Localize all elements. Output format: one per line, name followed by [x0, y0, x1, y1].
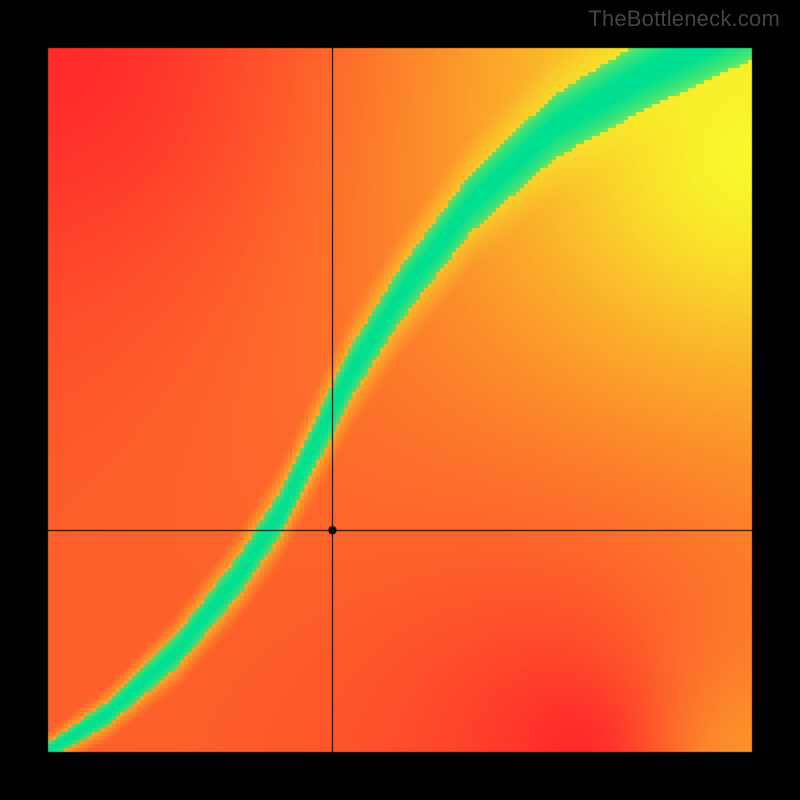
heatmap-plot [0, 0, 800, 800]
watermark-text: TheBottleneck.com [588, 6, 780, 32]
